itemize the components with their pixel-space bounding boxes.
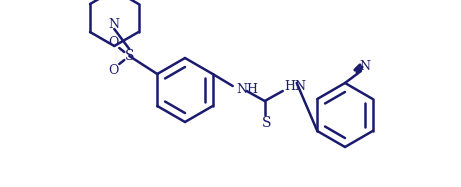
Text: NH: NH xyxy=(236,82,259,96)
Text: N: N xyxy=(360,59,371,73)
Text: S: S xyxy=(262,116,272,130)
Text: HN: HN xyxy=(285,79,307,93)
Text: S: S xyxy=(124,49,134,63)
Text: O: O xyxy=(108,64,118,76)
Text: N: N xyxy=(109,18,120,30)
Text: O: O xyxy=(108,36,118,48)
